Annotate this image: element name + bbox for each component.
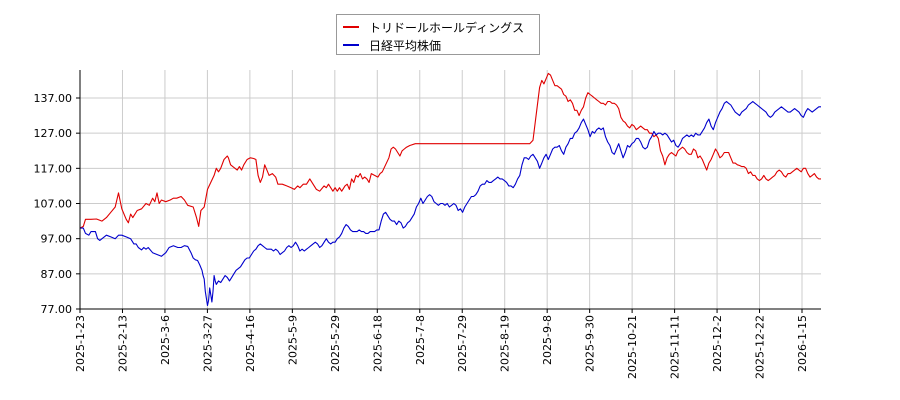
x-tick-label: 2025-3-27 [201,315,214,372]
y-tick-label: 107.00 [34,198,73,211]
x-tick-label: 2025-5-9 [286,315,299,365]
x-tick-label: 2025-6-18 [371,315,384,372]
x-tick-label: 2025-4-16 [244,315,257,372]
series-lines [79,72,821,307]
x-tick-label: 2025-9-30 [584,315,597,372]
x-tick-label: 2025-2-13 [116,315,129,372]
series-nikkei-line [80,100,821,307]
axes [79,70,821,310]
y-tick-label: 87.00 [41,268,73,281]
legend-item-toridoll: トリドールホールディングス [343,18,524,36]
x-tick-label: 2025-5-29 [329,315,342,372]
legend-swatch-blue [343,44,359,46]
y-axis-ticks: 77.00 87.00 97.00 107.00 117.00 127.00 137.00 [34,92,80,316]
legend-swatch-red [343,26,359,28]
x-tick-label: 2025-12-22 [754,315,767,379]
y-tick-label: 97.00 [41,233,73,246]
legend-label: トリドールホールディングス [369,20,525,35]
x-tick-label: 2025-8-19 [499,315,512,372]
x-tick-label: 2025-11-11 [669,315,682,379]
x-tick-label: 2025-9-8 [541,315,554,365]
legend-label: 日経平均株価 [369,38,442,53]
y-tick-label: 117.00 [34,162,73,175]
x-axis-ticks: 2025-1-23 2025-2-13 2025-3-6 2025-3-27 2025-… [74,309,809,379]
x-tick-label: 2026-1-15 [796,315,809,372]
grid-lines [80,70,821,309]
x-tick-label: 2025-7-8 [414,315,427,365]
y-tick-label: 77.00 [41,303,73,316]
x-tick-label: 2025-1-23 [74,315,87,372]
legend-item-nikkei: 日経平均株価 [343,36,441,54]
x-tick-label: 2025-7-29 [456,315,469,372]
x-tick-label: 2025-3-6 [159,315,172,365]
legend: トリドールホールディングス 日経平均株価 [336,14,540,55]
y-tick-label: 137.00 [34,92,73,105]
x-tick-label: 2025-10-21 [626,315,639,379]
y-tick-label: 127.00 [34,127,73,140]
x-tick-label: 2025-12-2 [711,315,724,372]
series-toridoll-line [79,72,821,229]
